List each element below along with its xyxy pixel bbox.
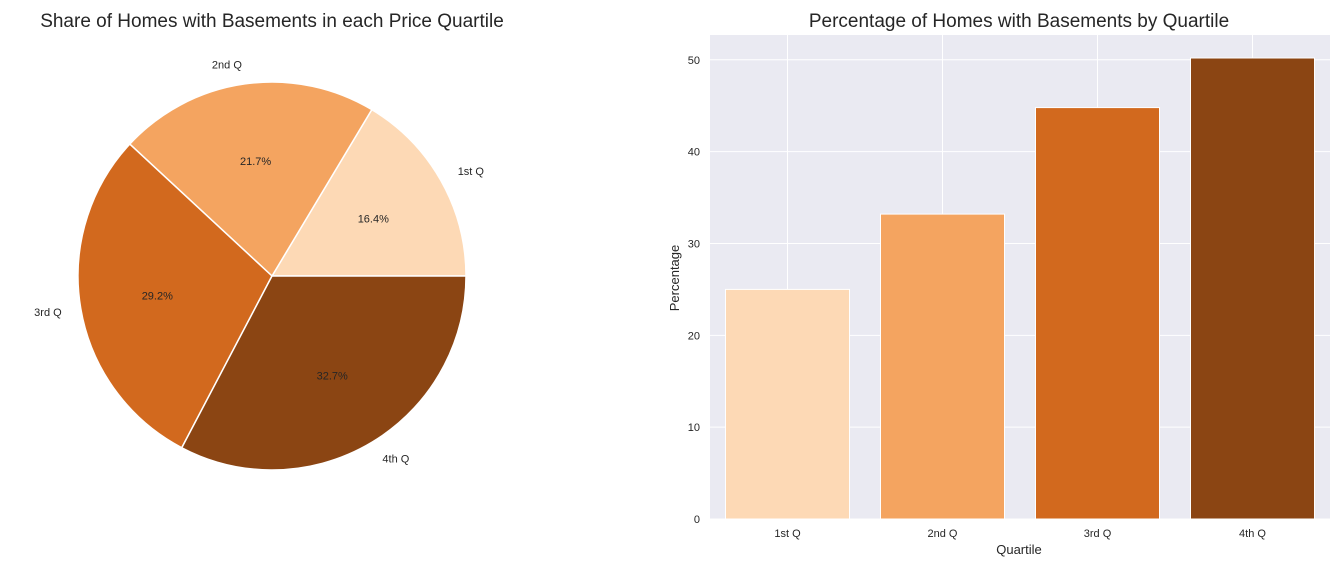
x-tick-label: 3rd Q <box>1084 528 1112 540</box>
pie-category-label: 2nd Q <box>212 60 242 72</box>
pie-slices <box>77 81 467 471</box>
y-axis-label: Percentage <box>667 245 682 312</box>
pie-chart: Share of Homes with Basements in each Pr… <box>34 11 504 471</box>
bar <box>725 288 850 520</box>
pie-percent-label: 21.7% <box>240 156 271 168</box>
bar <box>880 213 1005 520</box>
bar-title: Percentage of Homes with Basements by Qu… <box>809 11 1229 32</box>
pie-title: Share of Homes with Basements in each Pr… <box>40 11 504 32</box>
pie-category-label: 1st Q <box>458 166 485 178</box>
y-tick-label: 30 <box>688 238 700 250</box>
x-tick-label: 1st Q <box>774 528 801 540</box>
x-tick-label: 2nd Q <box>928 528 958 540</box>
pie-slice <box>128 81 373 278</box>
x-tick-label: 4th Q <box>1239 528 1266 540</box>
pie-slice <box>180 275 467 471</box>
bar <box>1190 57 1315 520</box>
pie-labels: 16.4% 1st Q 21.7% 2nd Q 29.2% 3rd Q 32.7% 4th Q <box>34 60 484 466</box>
pie-percent-label: 29.2% <box>142 291 173 303</box>
pie-category-label: 3rd Q <box>34 307 62 319</box>
pie-slice <box>270 108 467 277</box>
bar-chart: Percentage of Homes with Basements by Qu… <box>667 11 1330 557</box>
bar <box>1035 107 1160 520</box>
pie-percent-label: 16.4% <box>358 214 389 226</box>
x-axis-label: Quartile <box>996 542 1042 557</box>
y-tick-label: 10 <box>688 422 700 434</box>
bars <box>725 57 1315 520</box>
pie-category-label: 4th Q <box>382 454 409 466</box>
y-tick-label: 20 <box>688 330 700 342</box>
y-tick-label: 50 <box>688 55 700 67</box>
y-tick-label: 40 <box>688 147 700 159</box>
y-tick-labels: 0 10 20 30 40 50 <box>688 55 700 526</box>
pie-slice <box>77 143 273 449</box>
y-tick-label: 0 <box>694 514 700 526</box>
x-tick-labels: 1st Q 2nd Q 3rd Q 4th Q <box>774 528 1266 540</box>
pie-percent-label: 32.7% <box>317 371 348 383</box>
